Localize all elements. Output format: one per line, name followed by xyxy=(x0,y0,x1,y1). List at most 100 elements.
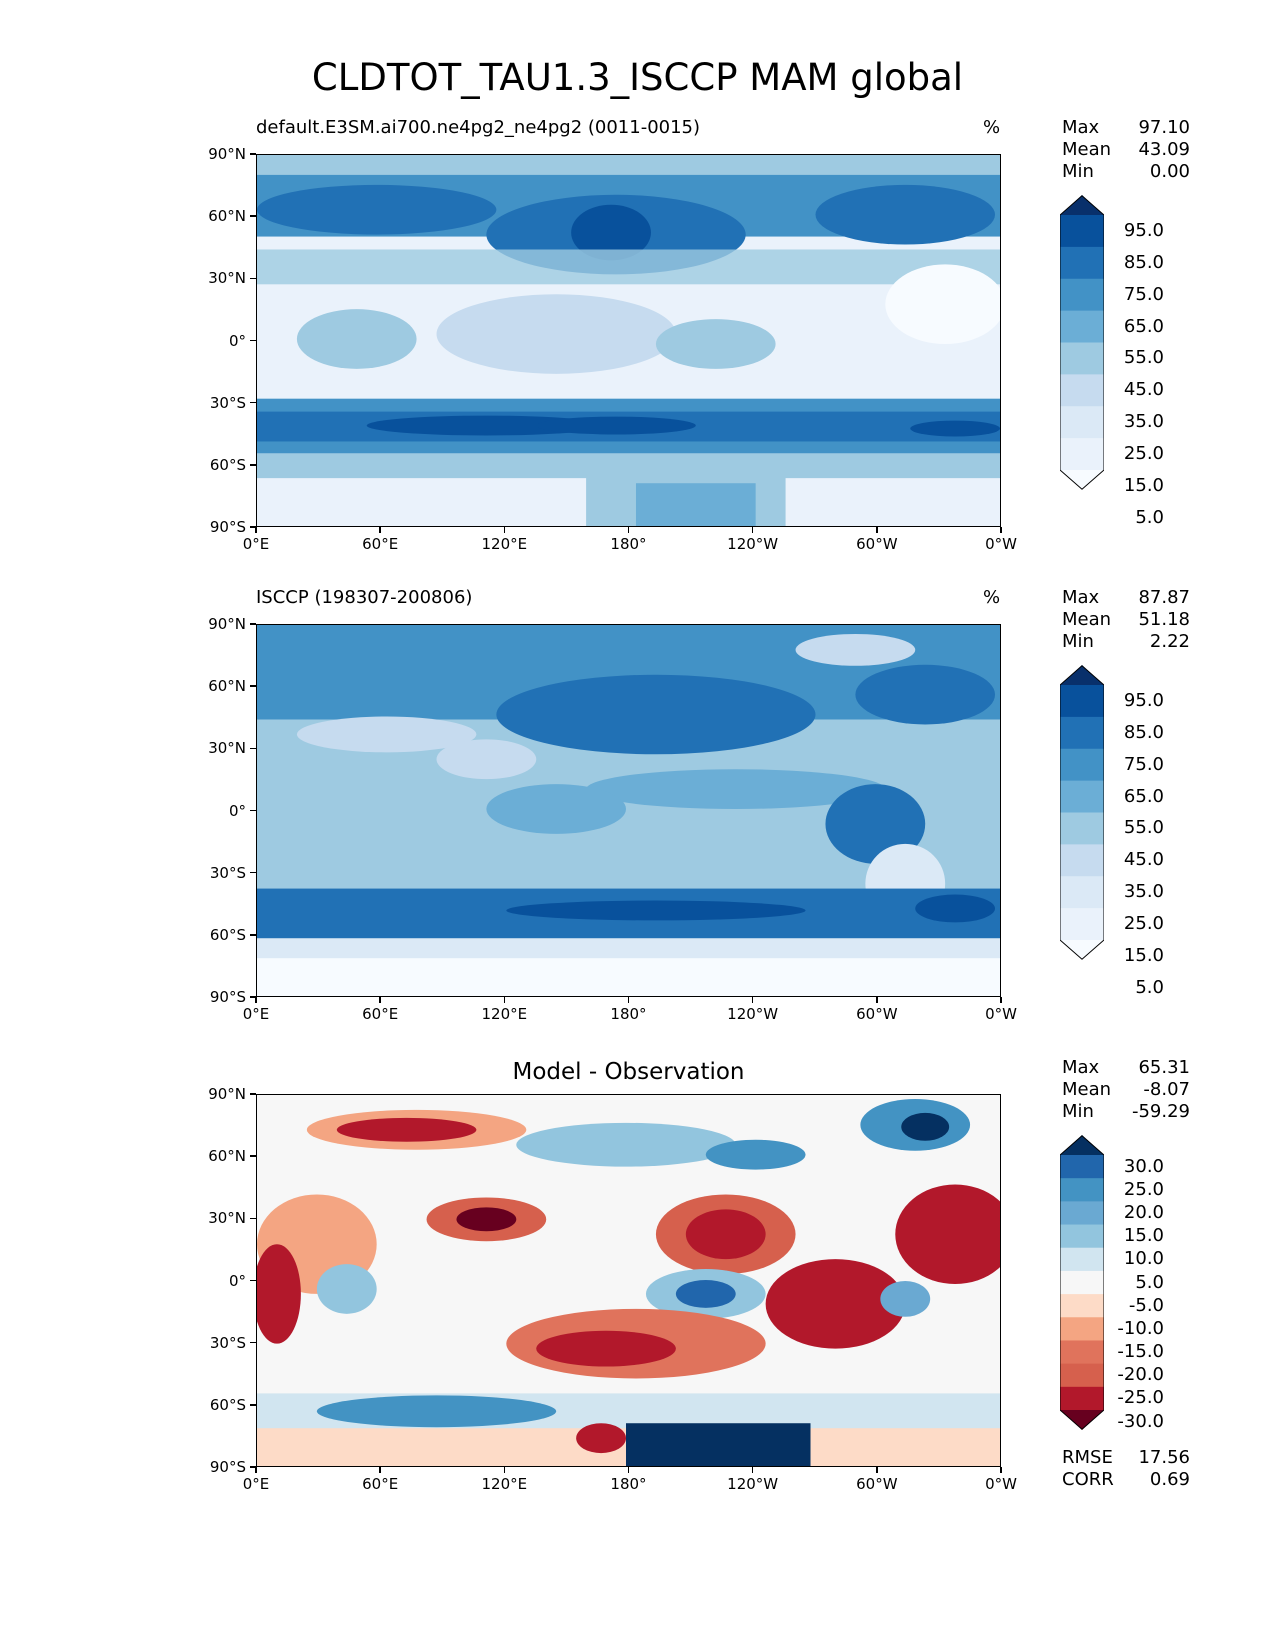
map-difference-field xyxy=(257,1095,1000,1466)
colorbar-tick-label: 35.0 xyxy=(1123,881,1164,903)
colorbar-segment xyxy=(1060,1317,1104,1341)
colorbar-segment xyxy=(1060,310,1104,343)
stat-value: 0.69 xyxy=(1149,1469,1190,1490)
colorbar-tick-label: -5.0 xyxy=(1128,1294,1164,1316)
x-tick-label: 60°E xyxy=(362,1005,399,1023)
stat-label: Min xyxy=(1062,1101,1094,1122)
y-tick-label: 0° xyxy=(228,801,246,820)
colorbar-segment xyxy=(1060,195,1104,215)
colorbar-segment xyxy=(1060,406,1104,439)
stat-label: Min xyxy=(1062,631,1094,652)
colorbar-segment xyxy=(1060,1386,1104,1411)
colorbar-segment xyxy=(1060,1135,1104,1155)
y-tick-mark xyxy=(250,1404,256,1406)
colorbar-segment xyxy=(1060,908,1104,941)
map-observation xyxy=(256,624,1001,997)
colorbar-segment xyxy=(1060,1363,1104,1388)
stats-observation: Max 87.87 Mean 51.18 Min 2.22 xyxy=(1062,587,1190,653)
colorbar-tick-label: 15.0 xyxy=(1123,944,1164,966)
figure-title: CLDTOT_TAU1.3_ISCCP MAM global xyxy=(311,56,964,99)
colorbar-segment xyxy=(1060,374,1104,407)
colorbar-segment xyxy=(1060,716,1104,750)
colorbar-segment xyxy=(1060,1410,1104,1430)
colorbar-tick-label: 25.0 xyxy=(1123,1178,1164,1200)
colorbar-segment xyxy=(1060,470,1104,490)
y-tick-label: 90°N xyxy=(208,145,246,163)
colorbar-tick-label: 65.0 xyxy=(1123,315,1164,337)
x-tick-label: 180° xyxy=(610,535,647,553)
colorbar-segment xyxy=(1060,876,1104,909)
y-tick-mark xyxy=(250,809,256,812)
y-tick-mark xyxy=(250,996,256,998)
y-tick-mark xyxy=(250,623,256,625)
x-tick-mark xyxy=(627,1467,630,1473)
stat-label: Max xyxy=(1062,117,1100,138)
y-tick-label: 60°N xyxy=(208,1147,246,1166)
colorbar-segment xyxy=(1060,215,1104,248)
colorbar-tick-label: 20.0 xyxy=(1123,1201,1164,1223)
x-tick-mark xyxy=(751,527,754,533)
stat-value: 97.10 xyxy=(1138,117,1190,138)
stat-value: 87.87 xyxy=(1138,587,1190,608)
y-tick-label: 30°S xyxy=(209,1333,246,1352)
x-tick-label: 60°W xyxy=(856,1475,898,1493)
panel-title-left: default.E3SM.ai700.ne4pg2_ne4pg2 (0011-0… xyxy=(256,117,701,138)
y-tick-label: 0° xyxy=(228,1271,246,1290)
x-tick-label: 60°W xyxy=(856,535,898,553)
stat-label: Mean xyxy=(1062,1079,1112,1100)
colorbar-segment xyxy=(1060,342,1104,375)
colorbar-tick-label: 30.0 xyxy=(1123,1155,1164,1177)
colorbar-segment xyxy=(1060,748,1104,782)
stat-value: 0.00 xyxy=(1149,161,1190,182)
y-tick-label: 60°S xyxy=(209,455,246,474)
colorbar-tick-label: 55.0 xyxy=(1123,347,1164,369)
y-tick-mark xyxy=(250,153,256,155)
colorbar-model xyxy=(1060,195,1104,490)
stat-label: Mean xyxy=(1062,139,1112,160)
colorbar-tick-label: -25.0 xyxy=(1117,1387,1164,1409)
stat-value: -8.07 xyxy=(1143,1079,1190,1100)
colorbar-segment xyxy=(1060,665,1104,685)
colorbar-tick-label: 5.0 xyxy=(1135,1271,1164,1293)
y-tick-mark xyxy=(250,526,256,528)
colorbar-tick-label: 65.0 xyxy=(1123,785,1164,807)
y-tick-mark xyxy=(250,401,256,404)
x-tick-label: 120°E xyxy=(481,1475,528,1493)
colorbar-segment xyxy=(1060,1340,1104,1365)
x-tick-label: 120°E xyxy=(481,1005,528,1023)
y-tick-mark xyxy=(250,934,256,936)
x-tick-label: 60°W xyxy=(856,1005,898,1023)
x-tick-label: 120°W xyxy=(727,1005,779,1023)
x-tick-mark xyxy=(751,1467,754,1473)
colorbar-outline xyxy=(1060,195,1104,490)
x-tick-mark xyxy=(379,527,381,533)
colorbar-segment xyxy=(1060,940,1104,960)
colorbar-segment xyxy=(1060,844,1104,877)
x-tick-label: 60°E xyxy=(362,1475,399,1493)
stats-model: Max 97.10 Mean 43.09 Min 0.00 xyxy=(1062,117,1190,183)
map-model-field xyxy=(257,155,1000,526)
stat-value: 65.31 xyxy=(1138,1057,1190,1078)
colorbar-segment xyxy=(1060,812,1104,845)
colorbar-tick-label: 95.0 xyxy=(1123,689,1164,711)
colorbar-observation xyxy=(1060,665,1104,960)
colorbar-outline xyxy=(1060,1135,1104,1430)
y-tick-mark xyxy=(250,871,256,874)
colorbar-tick-label: -20.0 xyxy=(1117,1364,1164,1386)
x-tick-mark xyxy=(751,997,754,1003)
stat-label: Max xyxy=(1062,1057,1100,1078)
colorbar-segment xyxy=(1060,780,1104,813)
map-model xyxy=(256,154,1001,527)
y-tick-label: 30°S xyxy=(209,863,246,882)
colorbar-tick-label: 25.0 xyxy=(1123,913,1164,935)
y-tick-label: 60°N xyxy=(208,677,246,696)
colorbar-segment xyxy=(1060,685,1104,718)
colorbar-tick-label: -15.0 xyxy=(1117,1341,1164,1363)
colorbar-tick-label: -30.0 xyxy=(1117,1410,1164,1432)
y-tick-label: 60°S xyxy=(209,1395,246,1414)
colorbar-tick-label: 35.0 xyxy=(1123,411,1164,433)
colorbar-tick-label: 45.0 xyxy=(1123,849,1164,871)
y-tick-label: 90°S xyxy=(209,988,246,1006)
colorbar-tick-label: 55.0 xyxy=(1123,817,1164,839)
y-tick-label: 0° xyxy=(228,331,246,350)
